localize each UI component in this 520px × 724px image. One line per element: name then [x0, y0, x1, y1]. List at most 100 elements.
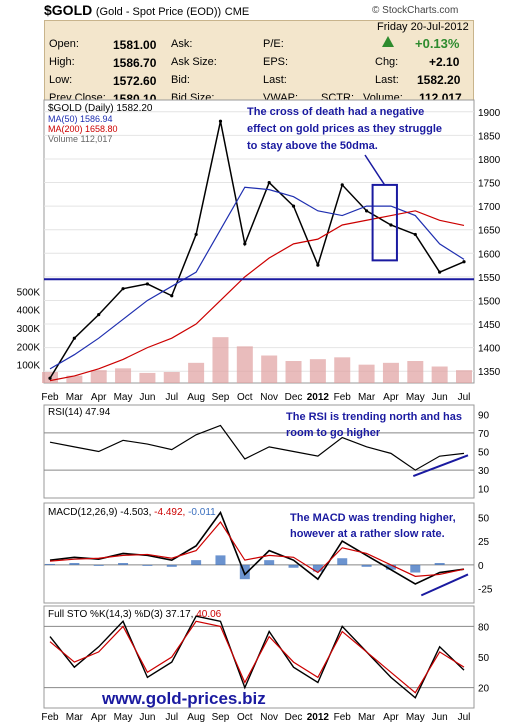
- volume-bar: [309, 359, 326, 383]
- macd-histogram-bar: [191, 560, 202, 565]
- macd-legend-signal: -4.492,: [154, 507, 185, 518]
- price-point: [291, 204, 296, 208]
- bid-label: Bid:: [171, 74, 190, 86]
- volume-tick-label: 200K: [17, 342, 41, 353]
- volume-tick-label: 400K: [17, 306, 41, 317]
- price-point: [462, 260, 466, 264]
- high-label: High:: [49, 56, 75, 68]
- x-axis-label: Jul: [458, 392, 471, 403]
- rsi-tick-label: 70: [478, 429, 490, 440]
- volume-bar: [212, 337, 229, 383]
- x-axis-label: Mar: [66, 392, 84, 403]
- macd-histogram-bar: [312, 564, 323, 572]
- volume-bar: [236, 346, 253, 383]
- x-axis-label: Feb: [334, 712, 352, 723]
- macd-tick-label: -25: [478, 585, 493, 596]
- macd-trend-line: [420, 573, 469, 597]
- last-value: 1582.20: [417, 73, 461, 87]
- volume-tick-label: 100K: [17, 361, 41, 372]
- volume-bar: [139, 372, 156, 383]
- x-axis-label: Jun: [432, 392, 448, 403]
- price-line: [49, 121, 465, 379]
- rsi-tick-label: 30: [478, 466, 490, 477]
- ask-label: Ask:: [171, 38, 193, 50]
- credit-label: © StockCharts.com: [372, 5, 459, 16]
- macd-tick-label: 50: [478, 513, 490, 524]
- volume-bar: [334, 357, 351, 383]
- x-axis-label: Feb: [41, 392, 59, 403]
- volume-tick-label: 500K: [17, 287, 41, 298]
- price-annotation: The cross of death had a negative effect…: [247, 106, 445, 152]
- x-axis-label: Mar: [358, 392, 376, 403]
- price-tick-label: 1750: [478, 179, 501, 190]
- sto-legend: Full STO %K(14,3) %D(3) 37.17, 40.06: [48, 609, 222, 620]
- macd-histogram-bar: [215, 555, 226, 565]
- macd-legend-main: MACD(12,26,9) -4.503,: [48, 507, 151, 518]
- price-tick-label: 1350: [478, 367, 501, 378]
- ma50-line: [49, 186, 465, 370]
- macd-line: [49, 510, 465, 585]
- macd-panel: [43, 502, 475, 604]
- x-axis-label: Feb: [334, 392, 352, 403]
- price-tick-label: 1650: [478, 226, 501, 237]
- macd-histogram-bar: [45, 563, 55, 565]
- price-tick-label: 1550: [478, 273, 501, 284]
- price-point: [121, 287, 125, 291]
- ask-size-label: Ask Size:: [171, 56, 217, 68]
- x-axis-label: 2012: [307, 712, 330, 723]
- volume-bar: [431, 366, 448, 383]
- price-tick-label: 1500: [478, 296, 501, 307]
- x-axis-label: Apr: [383, 712, 399, 723]
- x-axis-label: Sep: [212, 392, 230, 403]
- rsi-tick-label: 10: [478, 485, 490, 496]
- macd-histogram-bar: [361, 564, 372, 567]
- x-axis-label: May: [114, 712, 133, 723]
- price-point: [389, 223, 393, 227]
- x-axis-label: Jul: [165, 712, 178, 723]
- pe-label: P/E:: [263, 38, 284, 50]
- up-arrow-icon: [382, 36, 394, 47]
- chg-label: Chg:: [375, 56, 399, 68]
- volume-bar: [407, 361, 424, 383]
- x-axis-label: Dec: [285, 392, 303, 403]
- sto-legend-main: Full STO %K(14,3) %D(3) 37.17,: [48, 609, 193, 620]
- volume-bar: [358, 364, 375, 383]
- ticker-description: (Gold - Spot Price (EOD)): [95, 6, 222, 18]
- macd-annotation: The MACD was trending higher, however at…: [290, 512, 459, 540]
- ticker-symbol: $GOLD: [44, 2, 93, 18]
- x-axis-label: Jul: [165, 392, 178, 403]
- macd-histogram-bar: [142, 564, 153, 566]
- x-axis-label: Jun: [139, 392, 155, 403]
- price-point: [194, 232, 198, 237]
- macd-histogram-bar: [288, 564, 299, 568]
- volume-bar: [456, 370, 472, 383]
- macd-histogram-bar: [93, 564, 104, 566]
- price-point: [170, 294, 174, 298]
- x-axis-label: Oct: [237, 712, 253, 723]
- x-axis-label: Jun: [139, 712, 155, 723]
- price-point: [218, 119, 223, 123]
- rsi-tick-label: 90: [478, 410, 490, 421]
- last-label: Last:: [375, 74, 399, 86]
- last-label-mid: Last:: [263, 74, 287, 86]
- price-legend-title: $GOLD (Daily) 1582.20: [48, 103, 153, 114]
- eps-label: EPS:: [263, 56, 289, 68]
- x-axis-label: Aug: [187, 392, 205, 403]
- volume-bar: [163, 372, 180, 383]
- volume-bar: [115, 368, 132, 383]
- x-axis-label: May: [406, 392, 425, 403]
- rsi-tick-label: 50: [478, 448, 490, 459]
- sto-legend-d: 40.06: [196, 609, 221, 620]
- x-axis-label: Nov: [260, 392, 278, 403]
- watermark: www.gold-prices.biz: [101, 689, 266, 708]
- annotation-pointer: [364, 154, 386, 186]
- volume-bar: [285, 361, 302, 383]
- x-axis-label: Mar: [358, 712, 376, 723]
- price-point: [243, 242, 247, 246]
- price-point: [267, 180, 271, 185]
- ticker-title: $GOLD (Gold - Spot Price (EOD)) CME: [44, 2, 249, 18]
- price-tick-label: 1850: [478, 131, 501, 142]
- x-axis-label: May: [114, 392, 133, 403]
